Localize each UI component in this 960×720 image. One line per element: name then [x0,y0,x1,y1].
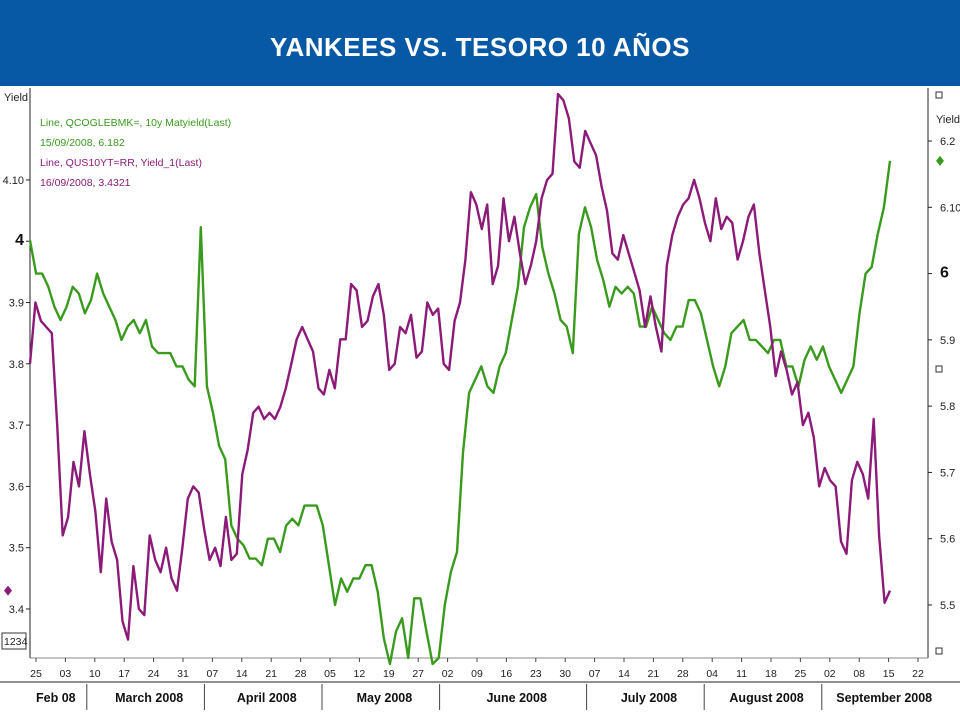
x-tick-label: 22 [912,668,924,680]
x-tick-label: 18 [765,668,777,680]
legend-entry: Line, QUS10YT=RR, Yield_1(Last) [40,157,202,169]
x-tick-label: 05 [324,668,336,680]
x-tick-label: 14 [618,668,630,680]
x-tick-label: 03 [60,668,72,680]
x-tick-label: 19 [383,668,395,680]
x-tick-label: 09 [471,668,483,680]
chart-frame [0,88,960,720]
month-label: March 2008 [115,691,183,705]
x-tick-label: 25 [795,668,807,680]
x-axis-months: Feb 08 March 2008 April 2008 May 2008 June 2… [36,684,932,710]
series-line-2 [28,92,892,641]
left-tick-label: 4.10 [3,175,24,187]
month-label: April 2008 [237,691,297,705]
x-tick-label: 30 [559,668,571,680]
x-tick-label: 04 [706,668,718,680]
right-tick-label: 6 [940,265,949,282]
month-label: July 2008 [621,691,677,705]
series-line-1 [28,160,892,666]
month-label: August 2008 [729,691,803,705]
x-tick-label: 10 [89,668,101,680]
x-tick-label: 21 [648,668,660,680]
title-bar [0,0,960,86]
x-axis-day-ticks: 25 03 10 17 24 31 07 14 21 28 05 12 19 27 02 09 16 23 30 07… [30,658,924,680]
x-tick-label: 27 [412,668,424,680]
x-tick-label: 21 [265,668,277,680]
right-tick-label: 6.10 [940,202,960,214]
month-label: Feb 08 [36,691,76,705]
x-tick-label: 17 [118,668,130,680]
month-label: September 2008 [836,691,932,705]
x-tick-label: 31 [177,668,189,680]
left-tick-label: 3.5 [9,543,24,555]
left-tick-label: 4 [15,232,24,249]
x-tick-label: 12 [354,668,366,680]
right-tick-label: 5.5 [940,600,955,612]
x-tick-label: 07 [207,668,219,680]
x-tick-label: 14 [236,668,248,680]
right-tick-label: 6.2 [940,136,955,148]
x-tick-label: 28 [677,668,689,680]
right-tick-label: 5.9 [940,335,955,347]
last-value-box: 1234 [1,632,28,650]
right-axis-ticks: 6.2 6.10 6 5.9 5.8 5.7 5.6 5.5 [928,136,960,612]
x-tick-label: 15 [883,668,895,680]
page-title: YANKEES VS. TESORO 10 AÑOS [270,32,690,62]
x-tick-label: 08 [853,668,865,680]
right-axis-label: Yield [936,114,960,126]
month-label: June 2008 [486,691,547,705]
legend-entry: Line, QCOGLEBMK=, 10y Matyield(Last) [40,117,231,129]
last-value-box-text: 1234 [4,636,28,648]
x-tick-label: 28 [295,668,307,680]
x-tick-label: 02 [824,668,836,680]
left-tick-label: 3.9 [9,298,24,310]
left-axis-ticks: 4.10 4 3.9 3.8 3.7 3.6 3.5 3.4 [3,175,30,616]
x-tick-label: 23 [530,668,542,680]
chart-legend: Line, QCOGLEBMK=, 10y Matyield(Last) 15/0… [40,117,231,189]
series-last-value-marker-1 [936,155,944,166]
x-tick-label: 25 [30,668,42,680]
x-tick-label: 16 [501,668,513,680]
legend-entry: 16/09/2008, 3.4321 [40,177,131,189]
left-tick-label: 3.8 [9,359,24,371]
right-axis-marker-icons [935,91,943,655]
x-tick-label: 24 [148,668,160,680]
right-tick-label: 5.6 [940,534,955,546]
x-tick-label: 02 [442,668,454,680]
series-lines [4,92,944,666]
left-tick-label: 3.4 [9,604,24,616]
right-tick-label: 5.7 [940,467,955,479]
series-last-value-marker-2 [4,585,12,596]
left-axis-label: Yield [4,92,28,104]
left-tick-label: 3.7 [9,420,24,432]
x-tick-label: 11 [736,668,747,680]
left-tick-label: 3.6 [9,481,24,493]
x-tick-label: 07 [589,668,601,680]
right-tick-label: 5.8 [940,401,955,413]
legend-entry: 15/09/2008, 6.182 [40,137,125,149]
month-label: May 2008 [357,691,413,705]
